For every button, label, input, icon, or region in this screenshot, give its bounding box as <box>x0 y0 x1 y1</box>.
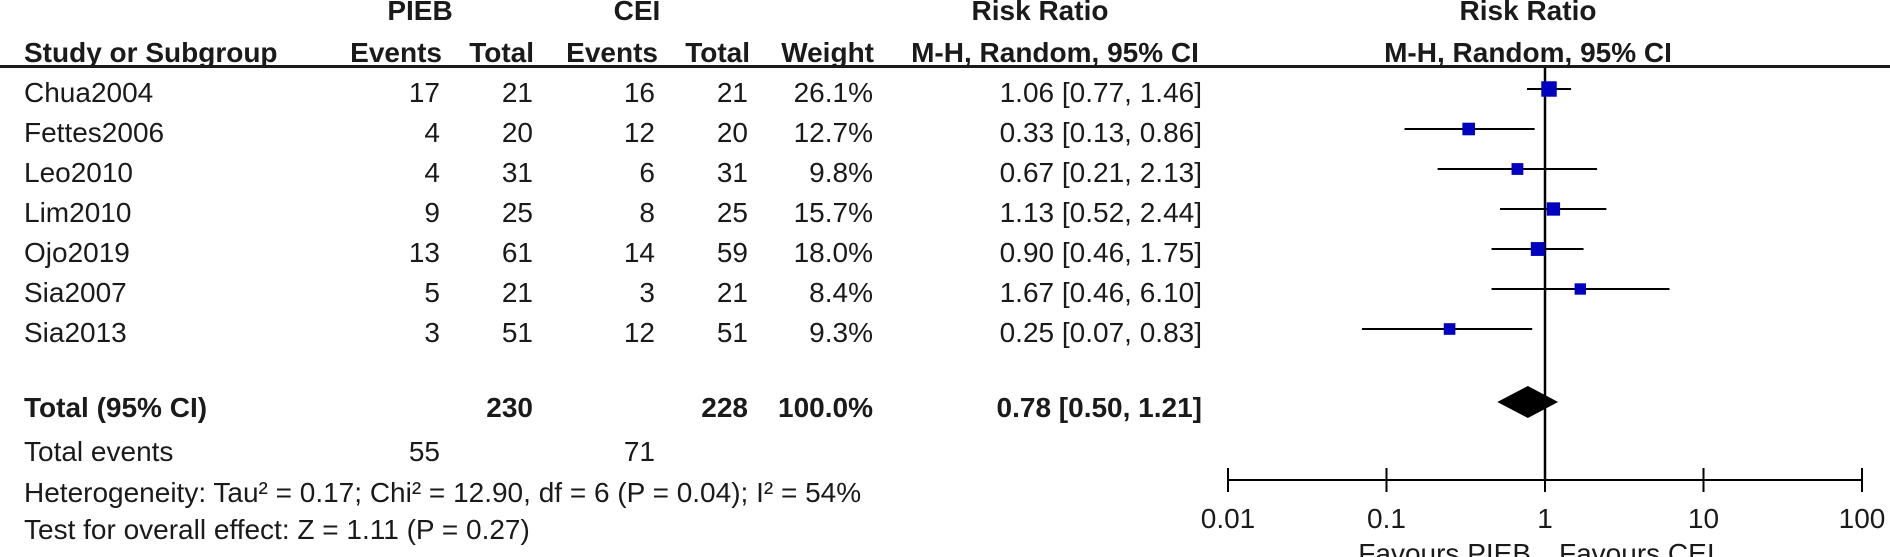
weight: 12.7% <box>793 117 873 148</box>
total-ci-text: 0.78 [0.50, 1.21] <box>996 392 1202 423</box>
total-cei: 20 <box>716 117 748 148</box>
favours-left-label: Favours PIEB <box>1358 538 1531 557</box>
header-group-cei: CEI <box>613 0 661 26</box>
ci-text: 0.67 [0.21, 2.13] <box>999 157 1202 188</box>
events-pieb: 3 <box>424 317 440 348</box>
effect-marker <box>1541 81 1557 97</box>
total-cei: 21 <box>716 77 748 108</box>
events-cei: 3 <box>639 277 655 308</box>
study-name: Leo2010 <box>24 157 134 188</box>
x-tick-label: 0.01 <box>1201 503 1256 534</box>
events-cei: 16 <box>623 77 655 108</box>
heterogeneity-text: Heterogeneity: Tau² = 0.17; Chi² = 12.90… <box>24 477 862 508</box>
effect-marker <box>1462 122 1475 136</box>
total-pieb: 51 <box>501 317 533 348</box>
effect-marker <box>1511 163 1524 175</box>
header-ci-table: M-H, Random, 95% CI <box>911 37 1199 68</box>
total-events-label: Total events <box>24 436 174 467</box>
weight: 18.0% <box>793 237 873 268</box>
events-pieb: 4 <box>424 157 440 188</box>
total-pieb: 25 <box>501 197 533 228</box>
weight: 8.4% <box>809 277 873 308</box>
header-events-cei: Events <box>566 37 658 68</box>
header-risk-ratio-plot: Risk Ratio <box>1459 0 1597 26</box>
x-tick-label: 0.1 <box>1367 503 1406 534</box>
ci-text: 0.25 [0.07, 0.83] <box>999 317 1202 348</box>
events-cei: 6 <box>639 157 655 188</box>
study-name: Lim2010 <box>24 197 132 228</box>
study-name: Sia2007 <box>24 277 127 308</box>
x-tick-label: 100 <box>1839 503 1886 534</box>
total-pieb: 21 <box>501 277 533 308</box>
header-weight: Weight <box>781 37 874 68</box>
study-name: Fettes2006 <box>24 117 165 148</box>
header-total-cei: Total <box>685 37 750 68</box>
effect-marker <box>1574 283 1586 295</box>
favours-right-label: Favours CEI <box>1559 538 1715 557</box>
ci-text: 0.33 [0.13, 0.86] <box>999 117 1202 148</box>
total-cei: 31 <box>716 157 748 188</box>
weight: 15.7% <box>793 197 873 228</box>
events-pieb: 17 <box>408 77 440 108</box>
events-cei: 8 <box>639 197 655 228</box>
events-pieb: 4 <box>424 117 440 148</box>
effect-marker <box>1530 242 1545 256</box>
study-name: Ojo2019 <box>24 237 130 268</box>
total-events-pieb: 55 <box>408 436 440 467</box>
x-tick-label: 10 <box>1688 503 1719 534</box>
total-cei: 59 <box>716 237 748 268</box>
ci-text: 1.67 [0.46, 6.10] <box>999 277 1202 308</box>
total-cei: 228 <box>701 392 748 423</box>
ci-text: 1.06 [0.77, 1.46] <box>999 77 1202 108</box>
total-pieb: 230 <box>486 392 533 423</box>
events-pieb: 5 <box>424 277 440 308</box>
events-cei: 12 <box>623 317 655 348</box>
total-pieb: 21 <box>501 77 533 108</box>
total-cei: 51 <box>716 317 748 348</box>
events-cei: 14 <box>623 237 655 268</box>
total-pieb: 61 <box>501 237 533 268</box>
total-pieb: 31 <box>501 157 533 188</box>
x-tick-label: 1 <box>1537 503 1553 534</box>
study-name: Sia2013 <box>24 317 127 348</box>
header-study: Study or Subgroup <box>24 37 278 68</box>
total-pieb: 20 <box>501 117 533 148</box>
weight: 26.1% <box>793 77 873 108</box>
events-pieb: 9 <box>424 197 440 228</box>
weight: 9.3% <box>809 317 873 348</box>
effect-marker <box>1443 323 1456 335</box>
total-cei: 25 <box>716 197 748 228</box>
header-total-pieb: Total <box>469 37 534 68</box>
effect-marker <box>1546 202 1561 216</box>
events-cei: 12 <box>623 117 655 148</box>
ci-text: 0.90 [0.46, 1.75] <box>999 237 1202 268</box>
total-events-cei: 71 <box>623 436 655 467</box>
header-risk-ratio-table: Risk Ratio <box>971 0 1109 26</box>
pooled-diamond <box>1497 386 1559 418</box>
header-ci-plot: M-H, Random, 95% CI <box>1384 37 1672 68</box>
weight: 9.8% <box>809 157 873 188</box>
total-weight: 100.0% <box>778 392 873 423</box>
header-group-pieb: PIEB <box>387 0 453 26</box>
total-label: Total (95% CI) <box>24 392 208 423</box>
study-name: Chua2004 <box>24 77 154 108</box>
ci-text: 1.13 [0.52, 2.44] <box>999 197 1202 228</box>
header-events-pieb: Events <box>350 37 442 68</box>
overall-effect-text: Test for overall effect: Z = 1.11 (P = 0… <box>24 514 530 545</box>
header-divider <box>0 65 1890 68</box>
total-cei: 21 <box>716 277 748 308</box>
events-pieb: 13 <box>408 237 440 268</box>
